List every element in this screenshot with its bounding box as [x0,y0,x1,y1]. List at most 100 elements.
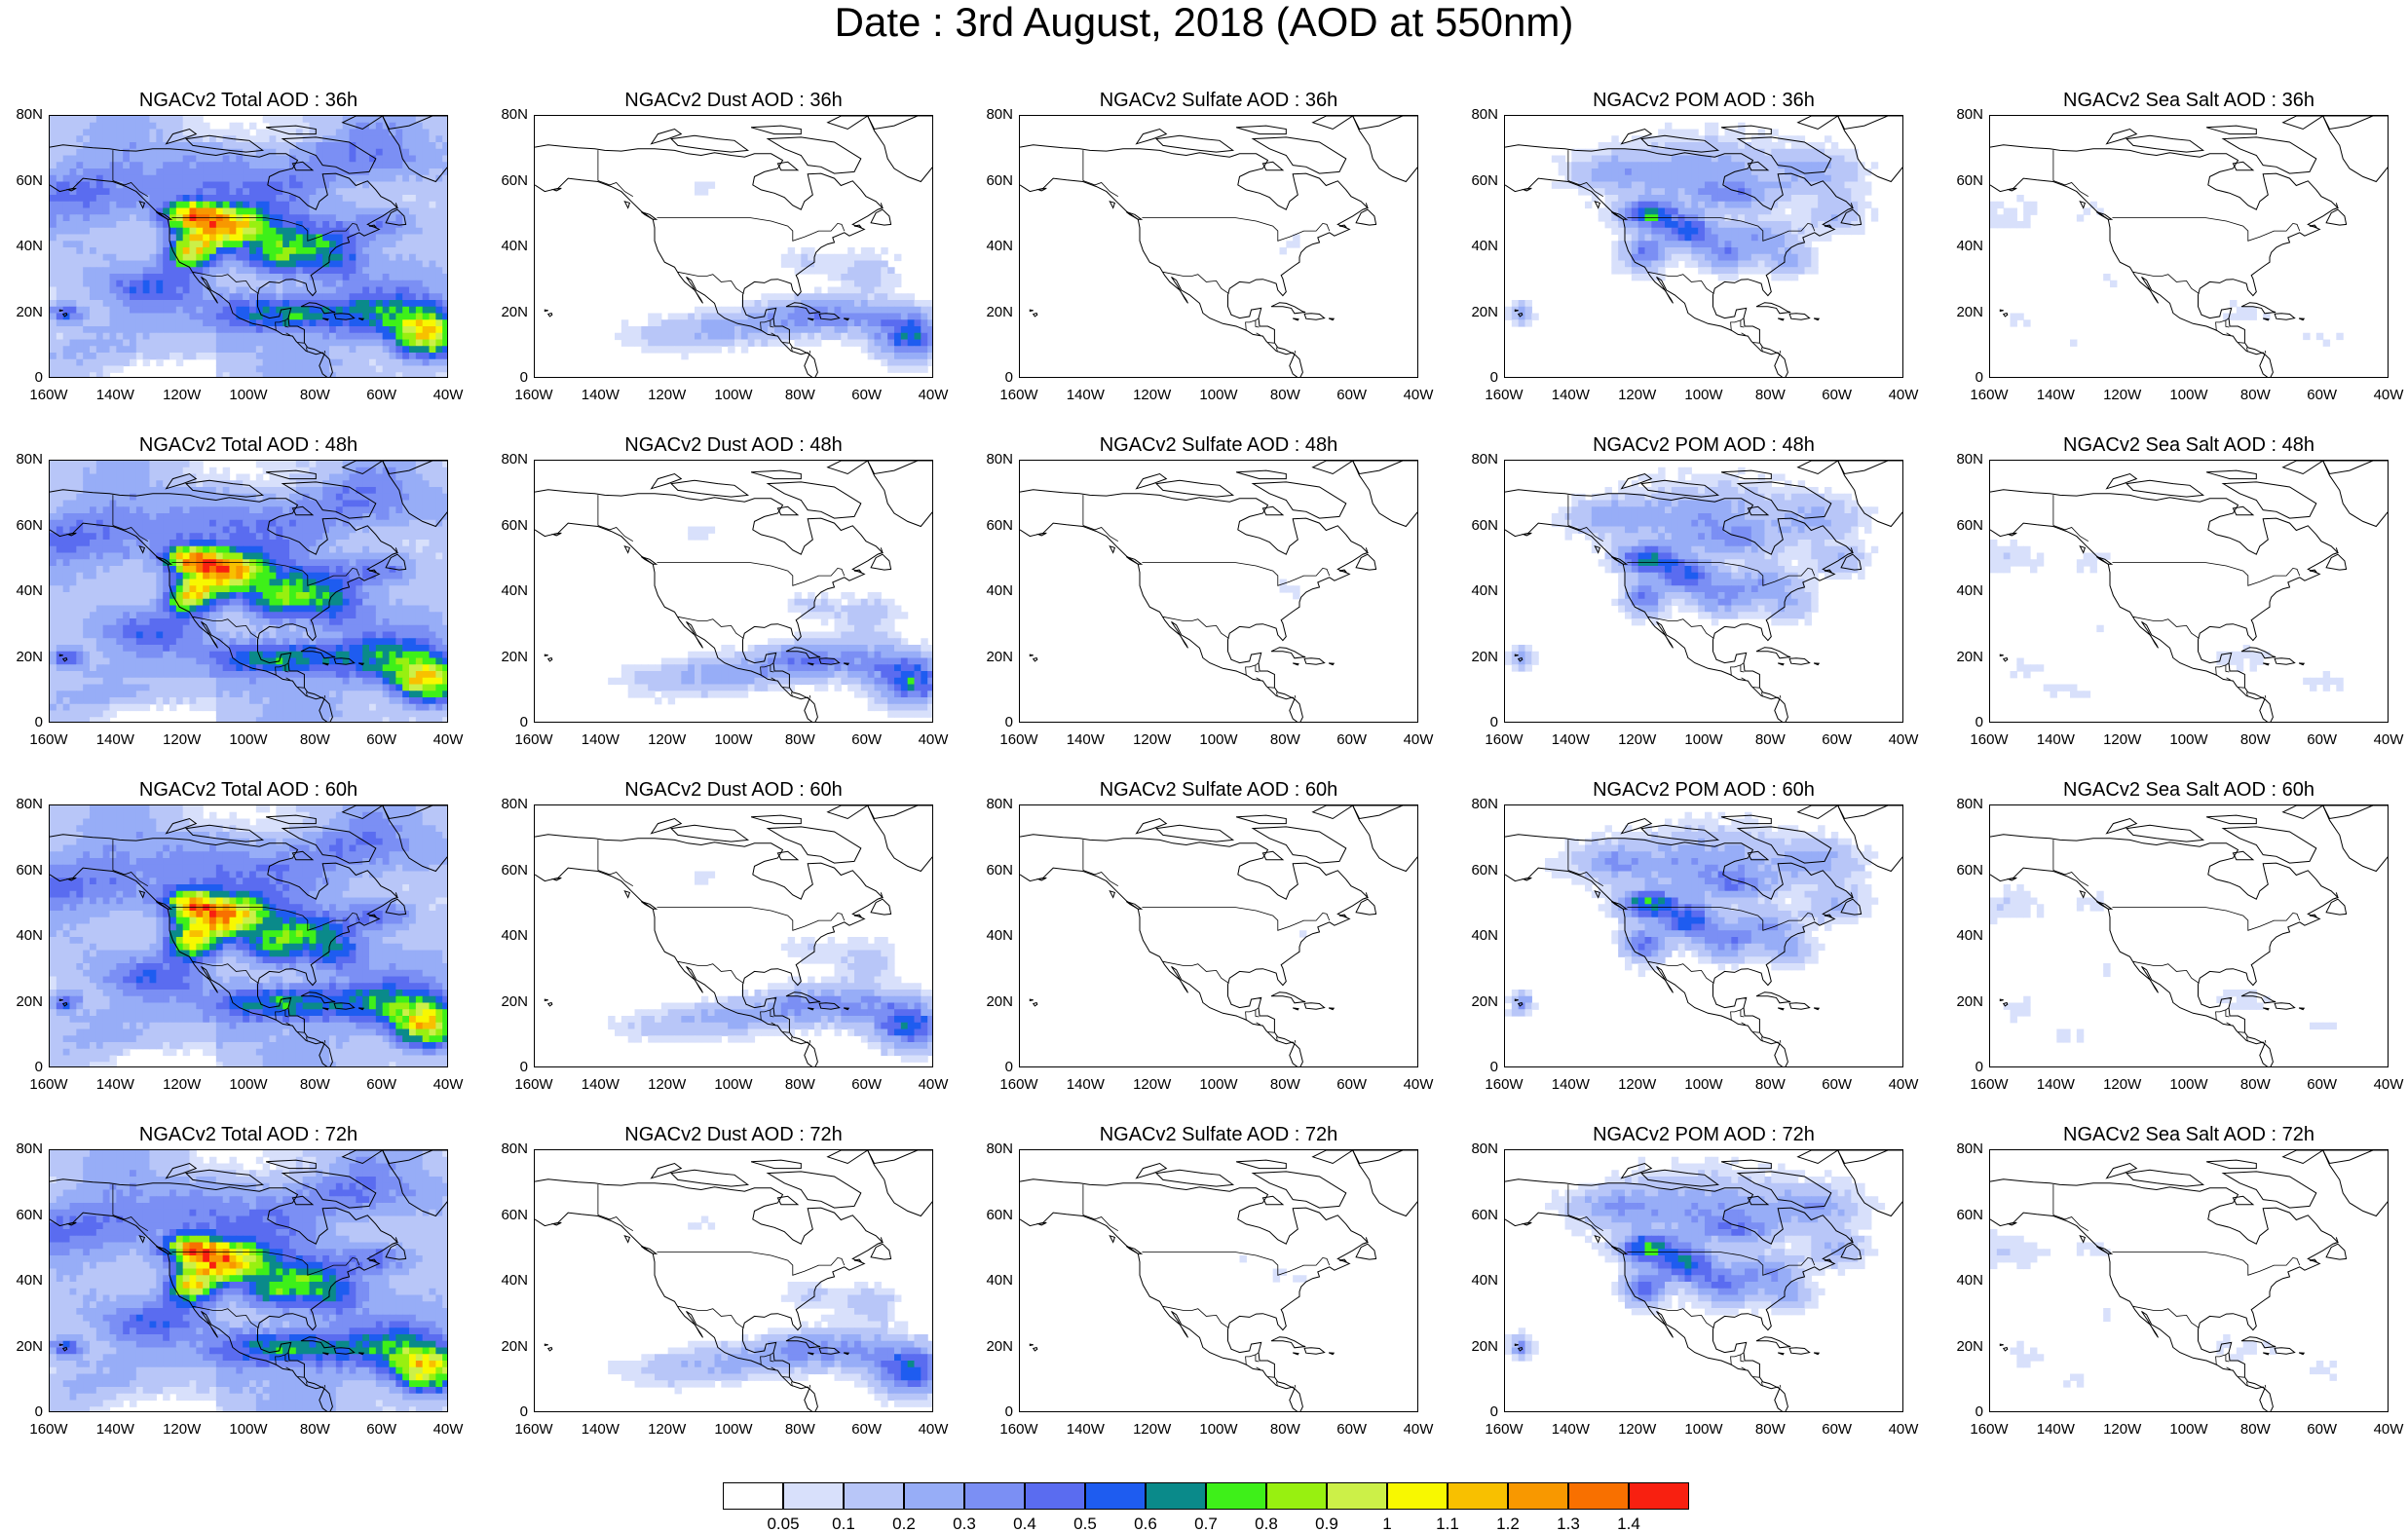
aod-cell [435,487,442,494]
aod-cell [56,566,63,573]
aod-cell [310,214,317,221]
aod-cell [256,228,263,235]
aod-cell [230,208,237,215]
aod-cell [96,474,103,481]
aod-cell [350,300,357,307]
aod-cell [343,333,350,340]
aod-cell [296,366,303,373]
aod-cell [270,573,277,580]
aod-cell [70,506,77,513]
aod-cell [1571,156,1578,163]
aod-cell [915,353,922,359]
aod-cell [203,293,209,300]
aod-cell [56,340,63,347]
aod-cell [915,340,922,347]
aod-cell [90,188,96,195]
aod-cell [143,221,150,228]
aod-cell [303,461,310,467]
aod-cell [282,506,289,513]
panel-title: NGACv2 Total AOD : 48h [49,434,448,456]
aod-cell [289,175,296,182]
aod-cell [442,467,448,474]
aod-cell [1625,228,1632,235]
aod-cell [1731,221,1738,228]
aod-cell [209,130,216,136]
island-outline [2080,202,2085,208]
aod-cell [336,235,343,242]
aod-cell [270,274,277,280]
aod-cell [123,130,130,136]
aod-cell [223,319,230,326]
aod-cell [1698,168,1705,175]
aod-cell [50,467,56,474]
aod-cell [303,307,310,314]
aod-cell [310,333,317,340]
aod-cell [256,474,263,481]
aod-cell [236,156,243,163]
aod-cell [423,202,430,208]
aod-cell [110,195,117,202]
aod-cell [76,156,83,163]
aod-cell [343,274,350,280]
aod-cell [376,359,383,366]
aod-cell [927,353,933,359]
island-outline [1595,202,1599,208]
longitude-tick-label: 120W [1608,388,1667,403]
aod-cell [236,540,243,546]
aod-cell [190,314,197,320]
aod-cell [163,130,169,136]
aod-cell [50,228,56,235]
aod-cell [402,287,409,294]
aod-cell [110,261,117,268]
aod-cell [821,333,828,340]
aod-cell [90,116,96,123]
aod-cell [303,130,310,136]
aod-cell [1651,247,1658,254]
aod-cell [156,228,163,235]
panel-title: NGACv2 POM AOD : 36h [1504,90,1903,111]
aod-cell [216,372,223,378]
aod-cell [402,300,409,307]
aod-cell [402,540,409,546]
aod-cell [894,293,901,300]
aod-cell [316,520,322,527]
aod-cell [908,314,915,320]
aod-cell [442,540,448,546]
aod-cell [56,247,63,254]
aod-cell [1811,261,1818,268]
aod-cell [395,359,402,366]
aod-cell [63,247,70,254]
aod-cell [249,333,256,340]
aod-cell [1618,267,1625,274]
aod-cell [1758,135,1765,142]
aod-cell [356,461,362,467]
aod-cell [362,366,369,373]
aod-cell [150,221,157,228]
aod-cell [641,346,648,353]
aod-cell [1658,130,1665,136]
aod-cell [369,333,376,340]
aod-cell [56,130,63,136]
aod-cell [223,533,230,540]
aod-cell [256,175,263,182]
longitude-tick-label: 160W [990,388,1048,403]
aod-cell [395,540,402,546]
aod-cell [230,553,237,560]
aod-cell [1811,247,1818,254]
aod-cell [1712,228,1718,235]
aod-cell [163,293,169,300]
aod-cell [423,162,430,168]
aod-cell [788,319,795,326]
aod-cell [136,326,143,333]
aod-cell [322,494,329,501]
aod-cell [103,319,110,326]
aod-cell [409,208,416,215]
aod-cell [116,162,123,168]
aod-cell [1758,241,1765,247]
aod-cell [296,135,303,142]
aod-cell [350,221,357,228]
aod-cell [1638,175,1645,182]
aod-cell [875,319,882,326]
aod-cell [70,214,77,221]
aod-cell [383,168,390,175]
